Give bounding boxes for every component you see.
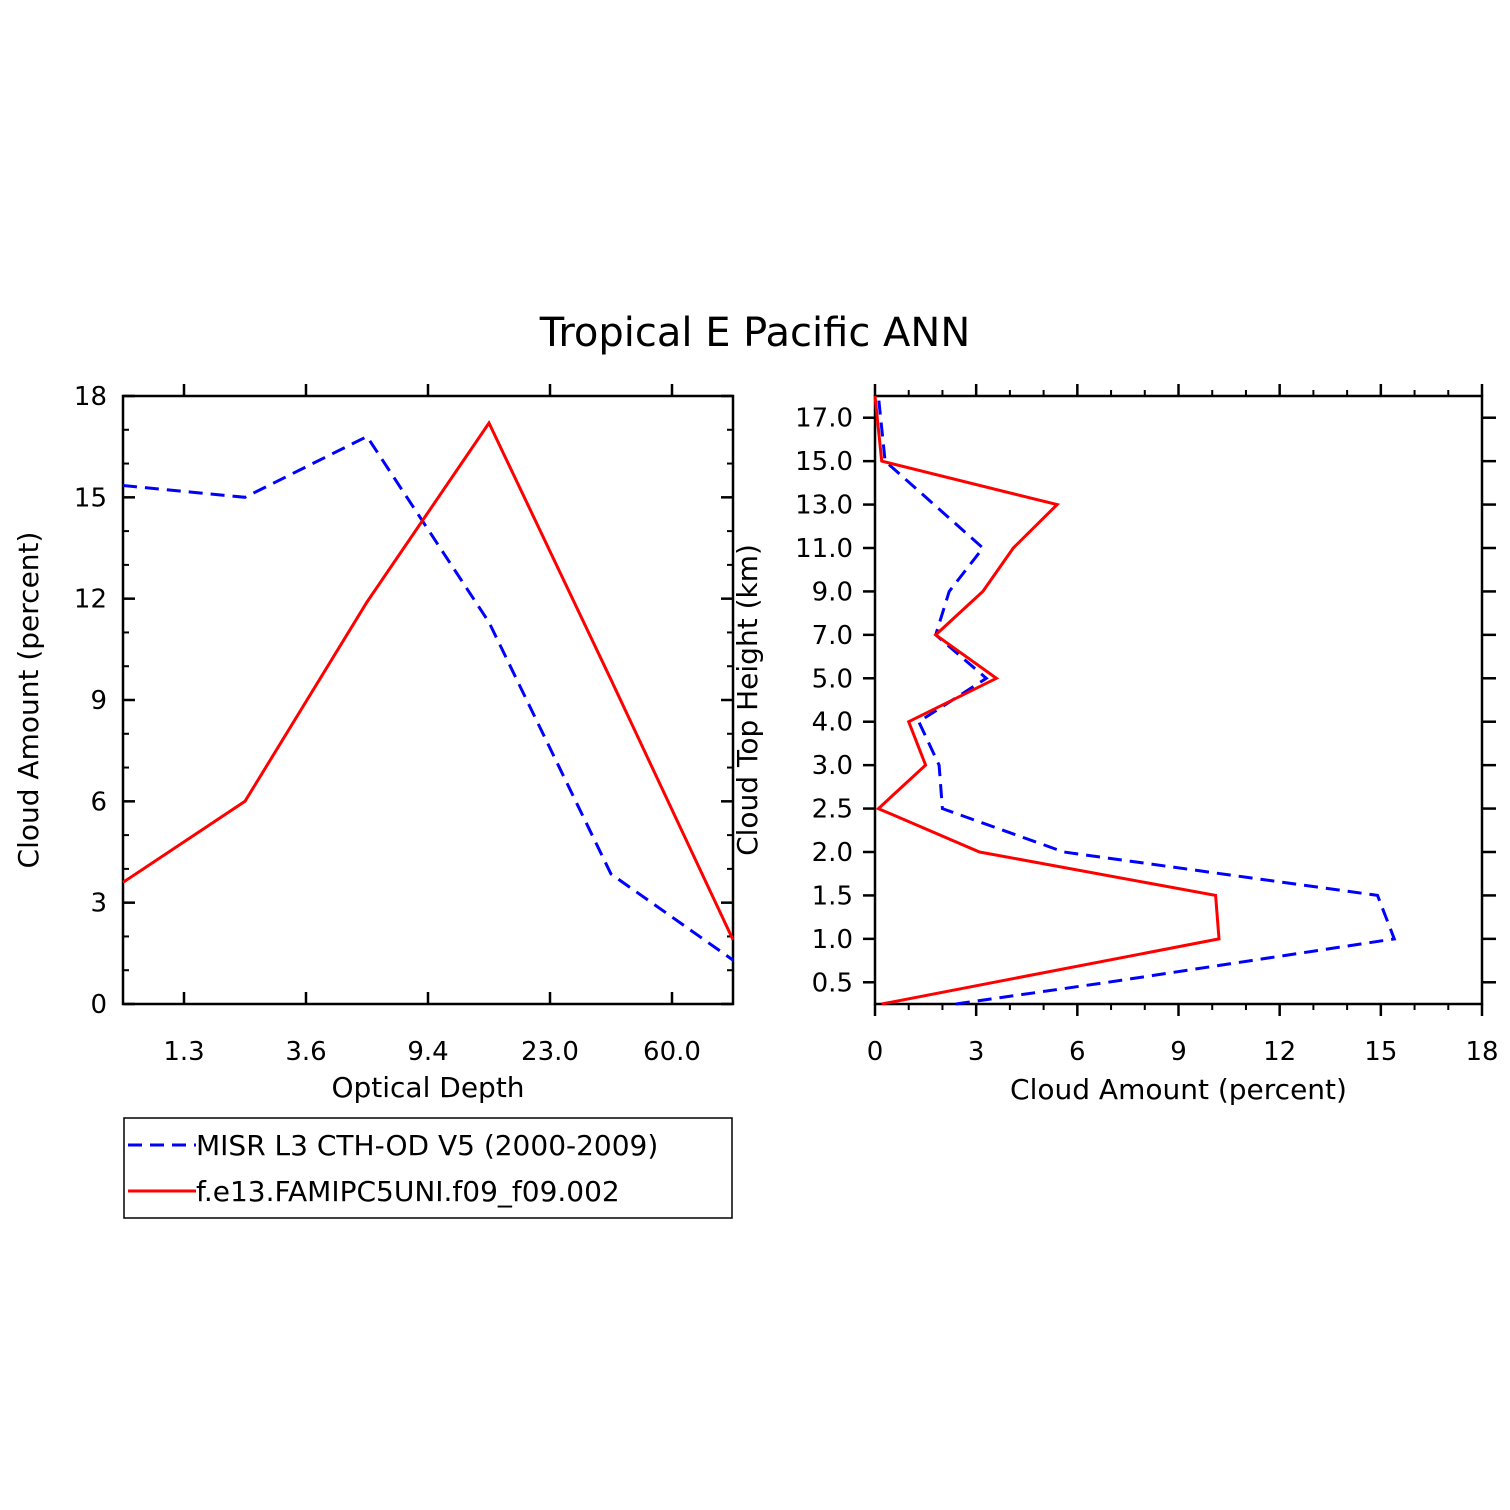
y-tick-label: 5.0 <box>812 664 853 694</box>
y-tick-label: 15 <box>74 483 107 513</box>
x-tick-label: 9.4 <box>407 1037 448 1067</box>
x-tick-label: 15 <box>1364 1037 1397 1067</box>
x-tick-label: 60.0 <box>643 1037 701 1067</box>
x-tick-label: 3 <box>968 1037 985 1067</box>
x-tick-label: 23.0 <box>521 1037 579 1067</box>
y-tick-label: 18 <box>74 382 107 412</box>
y-tick-label: 17.0 <box>795 404 853 434</box>
x-tick-label: 0 <box>867 1037 884 1067</box>
x-tick-label: 12 <box>1263 1037 1296 1067</box>
plot-frame <box>121 394 735 1006</box>
y-tick-label: 15.0 <box>795 447 853 477</box>
y-tick-label: 0.5 <box>812 968 853 998</box>
y-tick-label: 2.0 <box>812 838 853 868</box>
x-tick-label: 18 <box>1465 1037 1498 1067</box>
series-line-model <box>873 395 1221 1006</box>
x-axis-title: Optical Depth <box>331 1071 524 1104</box>
y-tick-label: 3 <box>90 889 107 919</box>
x-tick-label: 1.3 <box>163 1037 204 1067</box>
cloud-top-height-panel: 0 3 6 9 12 15 18 0.5 1.0 1.5 2.0 2.5 3.0 4.0 5.0 7.0 9.0… <box>731 384 1499 1106</box>
plot-frame <box>873 394 1484 1006</box>
y-tick-label: 4.0 <box>812 708 853 738</box>
y-tick-label: 7.0 <box>812 621 853 651</box>
legend-label-model: f.e13.FAMIPC5UNI.f09_f09.002 <box>196 1175 620 1208</box>
legend-label-obs: MISR L3 CTH-OD V5 (2000-2009) <box>196 1129 658 1162</box>
x-tick-label: 6 <box>1069 1037 1086 1067</box>
x-axis-title: Cloud Amount (percent) <box>1010 1073 1347 1106</box>
y-tick-label: 13.0 <box>795 491 853 521</box>
x-tick-label: 9 <box>1170 1037 1187 1067</box>
legend: MISR L3 CTH-OD V5 (2000-2009) f.e13.FAMI… <box>123 1117 733 1219</box>
y-tick-label: 12 <box>74 585 107 615</box>
y-tick-label: 9.0 <box>812 577 853 607</box>
y-tick-label: 3.0 <box>812 751 853 781</box>
y-tick-label: 9 <box>90 686 107 716</box>
y-tick-label: 11.0 <box>795 534 853 564</box>
optical-depth-panel: 0 3 6 9 12 15 18 1.3 3.6 9.4 23.0 60.0 Optical Depth… <box>12 382 735 1104</box>
y-tick-label: 1.5 <box>812 881 853 911</box>
y-tick-label: 6 <box>90 787 107 817</box>
series-line-model <box>122 419 735 941</box>
y-axis-title: Cloud Top Height (km) <box>731 544 764 856</box>
y-tick-label: 0 <box>90 990 107 1020</box>
series-line-obs <box>876 395 1397 1006</box>
x-tick-label: 3.6 <box>285 1037 326 1067</box>
y-axis-title: Cloud Amount (percent) <box>12 532 45 869</box>
figure-title: Tropical E Pacific ANN <box>539 310 970 356</box>
legend-box <box>123 1117 733 1219</box>
y-tick-label: 1.0 <box>812 925 853 955</box>
y-tick-label: 2.5 <box>812 795 853 825</box>
